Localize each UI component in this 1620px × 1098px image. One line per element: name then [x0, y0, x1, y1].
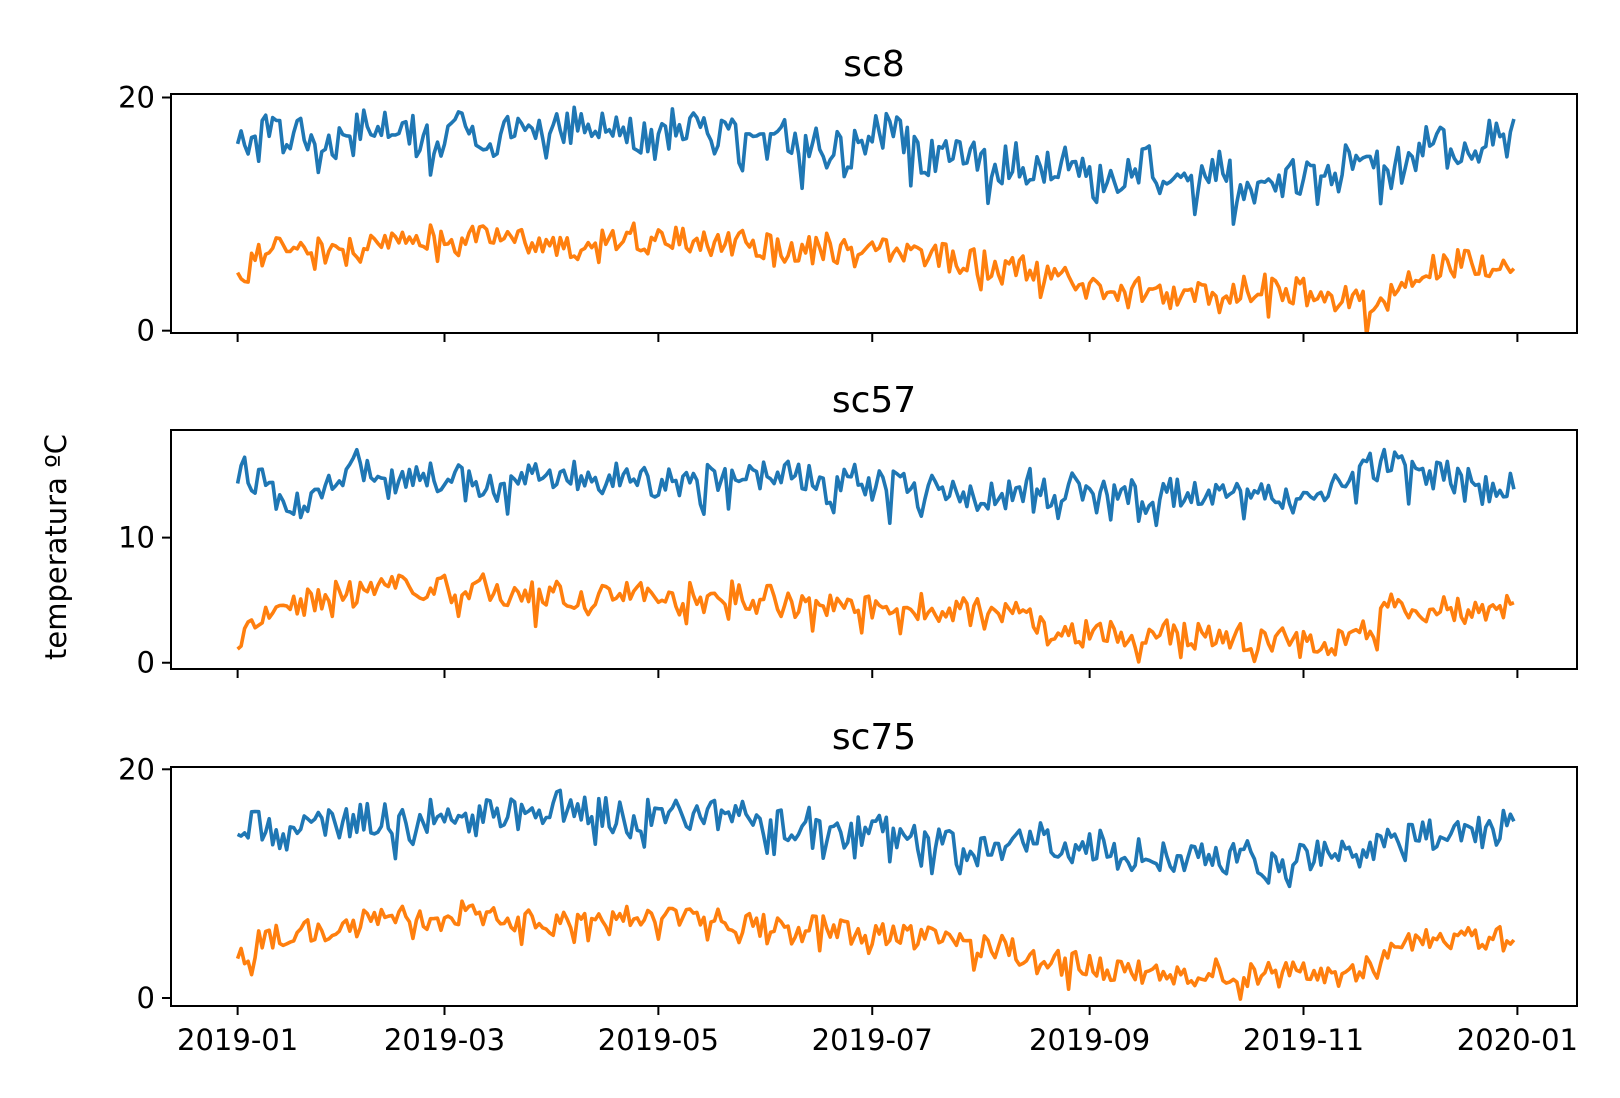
subplots: sc8 0 20 sc57 0 10 sc75 0 20 2019-01 2019-03 2019-0… — [118, 44, 1578, 1057]
axes-frame — [170, 93, 1578, 334]
subplot-sc57: sc57 0 10 — [118, 380, 1578, 680]
axes-frame — [170, 429, 1578, 670]
series-line-1 — [236, 788, 1516, 889]
x-tick-label: 2019-07 — [812, 1023, 933, 1057]
x-tick-label: 2019-09 — [1029, 1023, 1150, 1057]
axes-frame — [170, 766, 1578, 1007]
y-axis-label: temperatura ºC — [39, 434, 73, 660]
x-tick-label: 2019-05 — [598, 1023, 719, 1057]
y-tick-label: 0 — [137, 314, 155, 348]
series-line-2 — [236, 572, 1515, 664]
subplot-title: sc8 — [843, 44, 904, 85]
x-tick-label: 2020-01 — [1457, 1023, 1578, 1057]
subplot-sc8: sc8 0 20 — [118, 44, 1578, 348]
y-tick-label: 20 — [118, 752, 155, 786]
y-tick-label: 0 — [137, 981, 155, 1015]
subplot-title: sc75 — [832, 717, 916, 758]
y-tick-label: 0 — [137, 646, 155, 680]
series-line-1 — [235, 105, 1516, 226]
series-line-2 — [236, 221, 1516, 333]
subplot-title: sc57 — [832, 380, 916, 421]
series-line-1 — [235, 447, 1516, 528]
series-line-2 — [235, 899, 1516, 1001]
x-tick-label: 2019-11 — [1243, 1023, 1364, 1057]
x-tick-label: 2019-01 — [177, 1023, 298, 1057]
y-tick-label: 20 — [118, 80, 155, 114]
y-tick-label: 10 — [118, 521, 155, 555]
x-tick-label: 2019-03 — [384, 1023, 505, 1057]
subplot-sc75: sc75 0 20 2019-01 2019-03 2019-05 2019-07 2019-… — [118, 717, 1578, 1057]
